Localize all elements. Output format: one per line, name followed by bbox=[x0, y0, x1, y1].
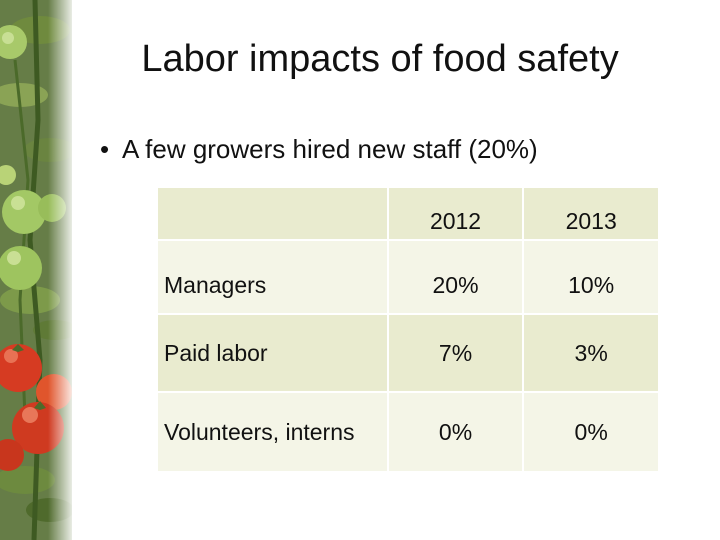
table-row: Managers 20% 10% bbox=[156, 239, 660, 315]
cell-volunteers-2012: 0% bbox=[386, 391, 525, 473]
header-cell-2013: 2013 bbox=[522, 186, 660, 241]
row-label-managers: Managers bbox=[156, 239, 389, 315]
cell-paid-labor-2012: 7% bbox=[386, 313, 525, 393]
table-row: Paid labor 7% 3% bbox=[156, 313, 660, 393]
row-label-volunteers: Volunteers, interns bbox=[156, 391, 389, 473]
bullet-item: • A few growers hired new staff (20%) bbox=[100, 134, 538, 165]
row-label-paid-labor: Paid labor bbox=[156, 313, 389, 393]
bullet-text: A few growers hired new staff (20%) bbox=[122, 134, 538, 164]
table-header-row: 2012 2013 bbox=[156, 186, 660, 241]
slide-title: Labor impacts of food safety bbox=[141, 38, 619, 80]
cell-managers-2012: 20% bbox=[386, 239, 525, 315]
labor-table: 2012 2013 Managers 20% 10% Paid labor 7%… bbox=[156, 186, 660, 473]
table-row: Volunteers, interns 0% 0% bbox=[156, 391, 660, 473]
image-fade-edge bbox=[48, 0, 76, 540]
cell-volunteers-2013: 0% bbox=[522, 391, 660, 473]
cell-managers-2013: 10% bbox=[522, 239, 660, 315]
cell-paid-labor-2013: 3% bbox=[522, 313, 660, 393]
header-cell-blank bbox=[156, 186, 389, 241]
bullet-marker: • bbox=[100, 134, 110, 164]
header-cell-2012: 2012 bbox=[386, 186, 525, 241]
